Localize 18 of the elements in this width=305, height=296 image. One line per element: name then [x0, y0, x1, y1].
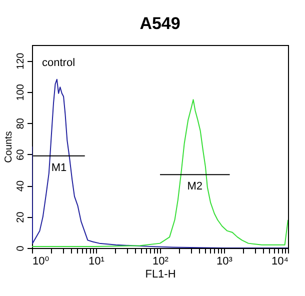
y-tick-label: 20 [16, 211, 26, 223]
series-label: M1 [51, 162, 67, 174]
y-tick-label: 100 [16, 84, 26, 101]
y-tick-label: 120 [16, 52, 26, 70]
x-tick-label: 10⁰ [32, 256, 50, 268]
x-tick-label: 10¹ [88, 256, 105, 268]
annotation: control [42, 57, 76, 69]
x-tick-label: 10⁴ [272, 256, 289, 268]
series-label: M2 [187, 180, 203, 193]
y-tick-label: 0 [16, 245, 26, 252]
y-tick-label: 60 [16, 148, 26, 160]
x-tick-label: 10² [152, 256, 169, 268]
y-axis-title: Counts [4, 131, 14, 163]
x-tick-label: 10³ [216, 256, 233, 268]
y-tick-label: 80 [16, 118, 26, 130]
chart-title: A549 [140, 14, 180, 33]
x-axis-title: FL1-H [145, 268, 176, 280]
y-tick-label: 40 [16, 180, 26, 192]
